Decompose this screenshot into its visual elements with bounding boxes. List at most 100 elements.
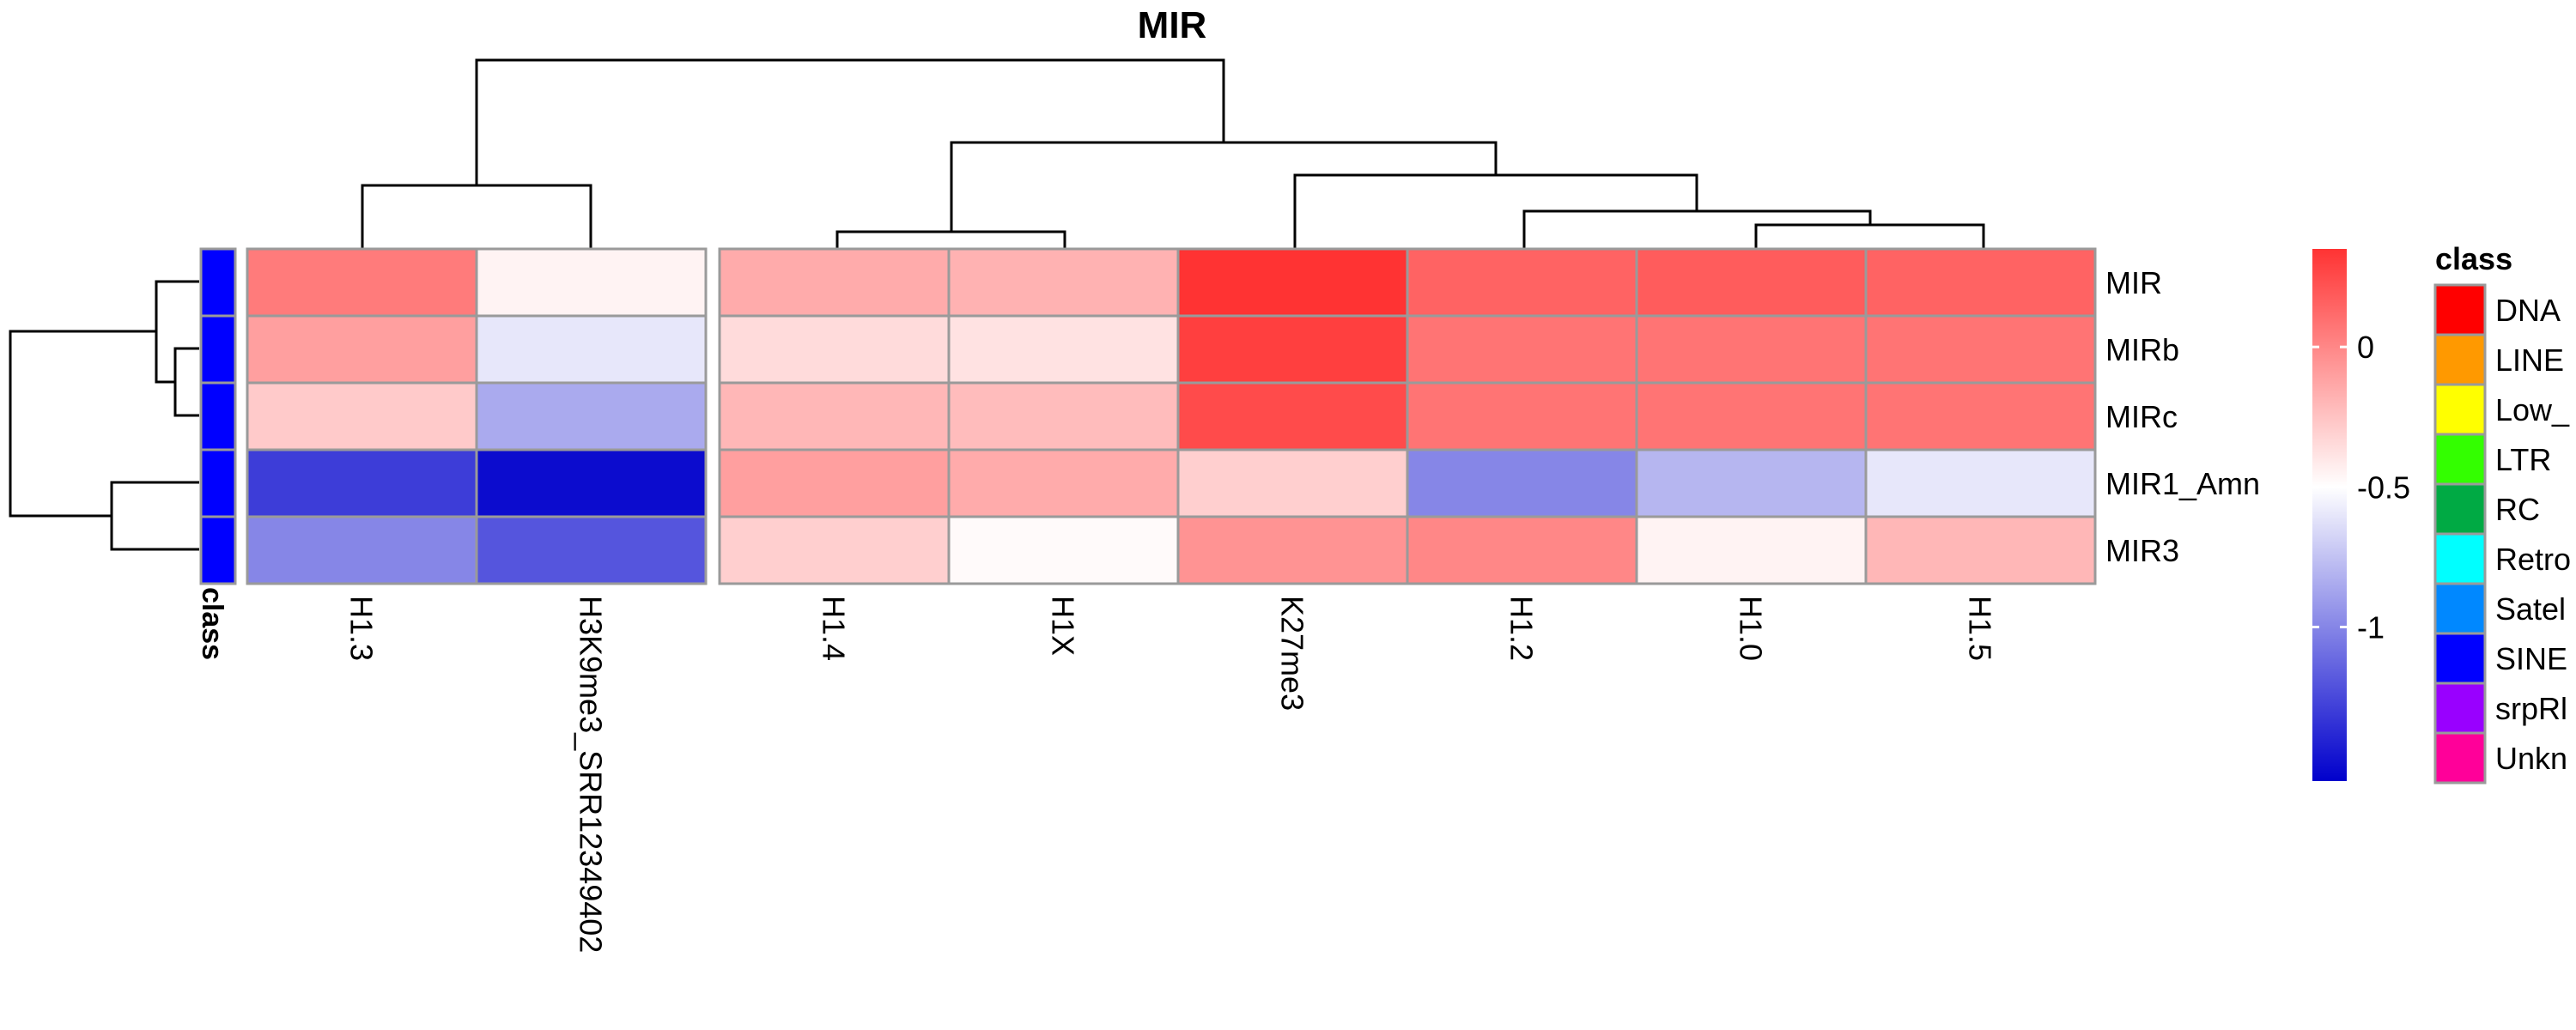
column-label: H1X (1046, 596, 1081, 656)
color-scale-bar (2312, 249, 2347, 781)
legend-swatch (2433, 433, 2487, 486)
legend-label: LINE (2495, 342, 2564, 378)
heatmap-cell (718, 247, 951, 318)
column-label: H1.4 (817, 596, 852, 661)
column-label: H1.2 (1504, 596, 1540, 661)
annotation-cell (199, 314, 237, 385)
legend-label: RC (2495, 492, 2540, 527)
heatmap-cell (246, 314, 478, 385)
col-dendro-branch (950, 141, 1498, 232)
legend-label: Unkn (2495, 741, 2567, 776)
column-label: K27me3 (1275, 596, 1310, 711)
column-labels: H1.3 H3K9me3_SRR12349402 H1.4 H1X K27me3 H1.2… (344, 596, 1998, 953)
column-label: H1.0 (1734, 596, 1769, 661)
heatmap-cell (246, 448, 478, 518)
col-dendro-branch (1754, 223, 1985, 249)
heatmap-cell (246, 247, 478, 318)
legend-label: Retro (2495, 542, 2571, 577)
scale-tick-label: -0.5 (2357, 470, 2410, 505)
row-label: MIRc (2105, 399, 2178, 434)
heatmap-cell (1864, 247, 2097, 318)
legend-swatch (2433, 532, 2487, 585)
row-labels: MIR MIRb MIRc MIR1_Amn MIR3 (2105, 265, 2260, 568)
heatmap-cell (718, 448, 951, 518)
heatmap-cell (1406, 448, 1638, 518)
heatmap-cell (475, 448, 708, 518)
annotation-cell (199, 247, 237, 318)
heatmap-cell (1635, 381, 1868, 451)
heatmap-cell (1176, 515, 1409, 585)
legend-label: Satel (2495, 591, 2566, 627)
column-label: H1.3 (344, 596, 380, 661)
col-dendro-branch (1522, 209, 1872, 249)
heatmap-cell (1406, 247, 1638, 318)
heatmap-cell (1864, 448, 2097, 518)
annotation-cell (199, 381, 237, 451)
heatmap-cell (947, 515, 1180, 585)
legend-swatch (2433, 482, 2487, 536)
legend-swatch (2433, 283, 2487, 336)
heatmap-cells (246, 247, 2097, 585)
row-label: MIRb (2105, 332, 2179, 367)
column-dendrogram (361, 58, 1985, 249)
heatmap-cell (718, 314, 951, 385)
scale-tick-label: -1 (2357, 610, 2385, 645)
heatmap-cell (1406, 515, 1638, 585)
legend-label: SINE (2495, 641, 2567, 676)
heatmap-cell (1864, 381, 2097, 451)
annotation-cell (199, 515, 237, 585)
row-label: MIR3 (2105, 533, 2179, 568)
heatmap-cell (475, 381, 708, 451)
heatmap-cell (1406, 381, 1638, 451)
heatmap-cell (947, 381, 1180, 451)
column-label: H3K9me3_SRR12349402 (574, 596, 609, 953)
legend-label: srpRl (2495, 691, 2567, 726)
heatmap-cell (475, 314, 708, 385)
heatmap-cell (246, 381, 478, 451)
heatmap-cell (947, 314, 1180, 385)
legend-swatch (2433, 682, 2487, 735)
heatmap-cell (1176, 448, 1409, 518)
legend-swatch (2433, 632, 2487, 685)
col-dendro-branch (361, 184, 592, 249)
row-dendro-branch (110, 481, 199, 551)
heatmap-cell (1635, 247, 1868, 318)
class-legend: DNA LINE Low_ LTR RC Retro Satel SINE srpRl Unkn (2433, 283, 2571, 785)
column-label: H1.5 (1963, 596, 1998, 661)
heatmap-cell (1864, 314, 2097, 385)
heatmap-cell (1635, 448, 1868, 518)
heatmap-cell (718, 381, 951, 451)
row-annotation-strip (199, 247, 237, 585)
legend-label: Low_ (2495, 392, 2570, 427)
heatmap-cell (718, 515, 951, 585)
row-label: MIR (2105, 265, 2162, 300)
heatmap-cell (475, 515, 708, 585)
annotation-label: class (196, 587, 228, 660)
heatmap-cell (1176, 314, 1409, 385)
heatmap-cell (947, 448, 1180, 518)
heatmap-cell (1864, 515, 2097, 585)
legend-title: class (2435, 241, 2512, 276)
heatmap-cell (246, 515, 478, 585)
color-scale-ticks: 0 -0.5 -1 (2312, 330, 2410, 645)
row-label: MIR1_Amn (2105, 466, 2260, 501)
heatmap-cell (947, 247, 1180, 318)
row-dendro-branch (9, 330, 156, 518)
col-dendro-branch (835, 230, 1066, 249)
heatmap-cell (1635, 515, 1868, 585)
legend-swatch (2433, 582, 2487, 635)
scale-tick-label: 0 (2357, 330, 2374, 365)
annotation-cell (199, 448, 237, 518)
heatmap-cell (1176, 247, 1409, 318)
legend-label: LTR (2495, 442, 2551, 477)
row-dendrogram (9, 280, 199, 551)
heatmap-cell (475, 247, 708, 318)
row-dendro-branch (155, 280, 199, 384)
legend-swatch (2433, 383, 2487, 436)
heatmap-cell (1176, 381, 1409, 451)
row-dendro-branch (173, 347, 199, 417)
col-dendro-branch (475, 58, 1225, 185)
legend-label: DNA (2495, 293, 2561, 328)
heatmap-cell (1635, 314, 1868, 385)
